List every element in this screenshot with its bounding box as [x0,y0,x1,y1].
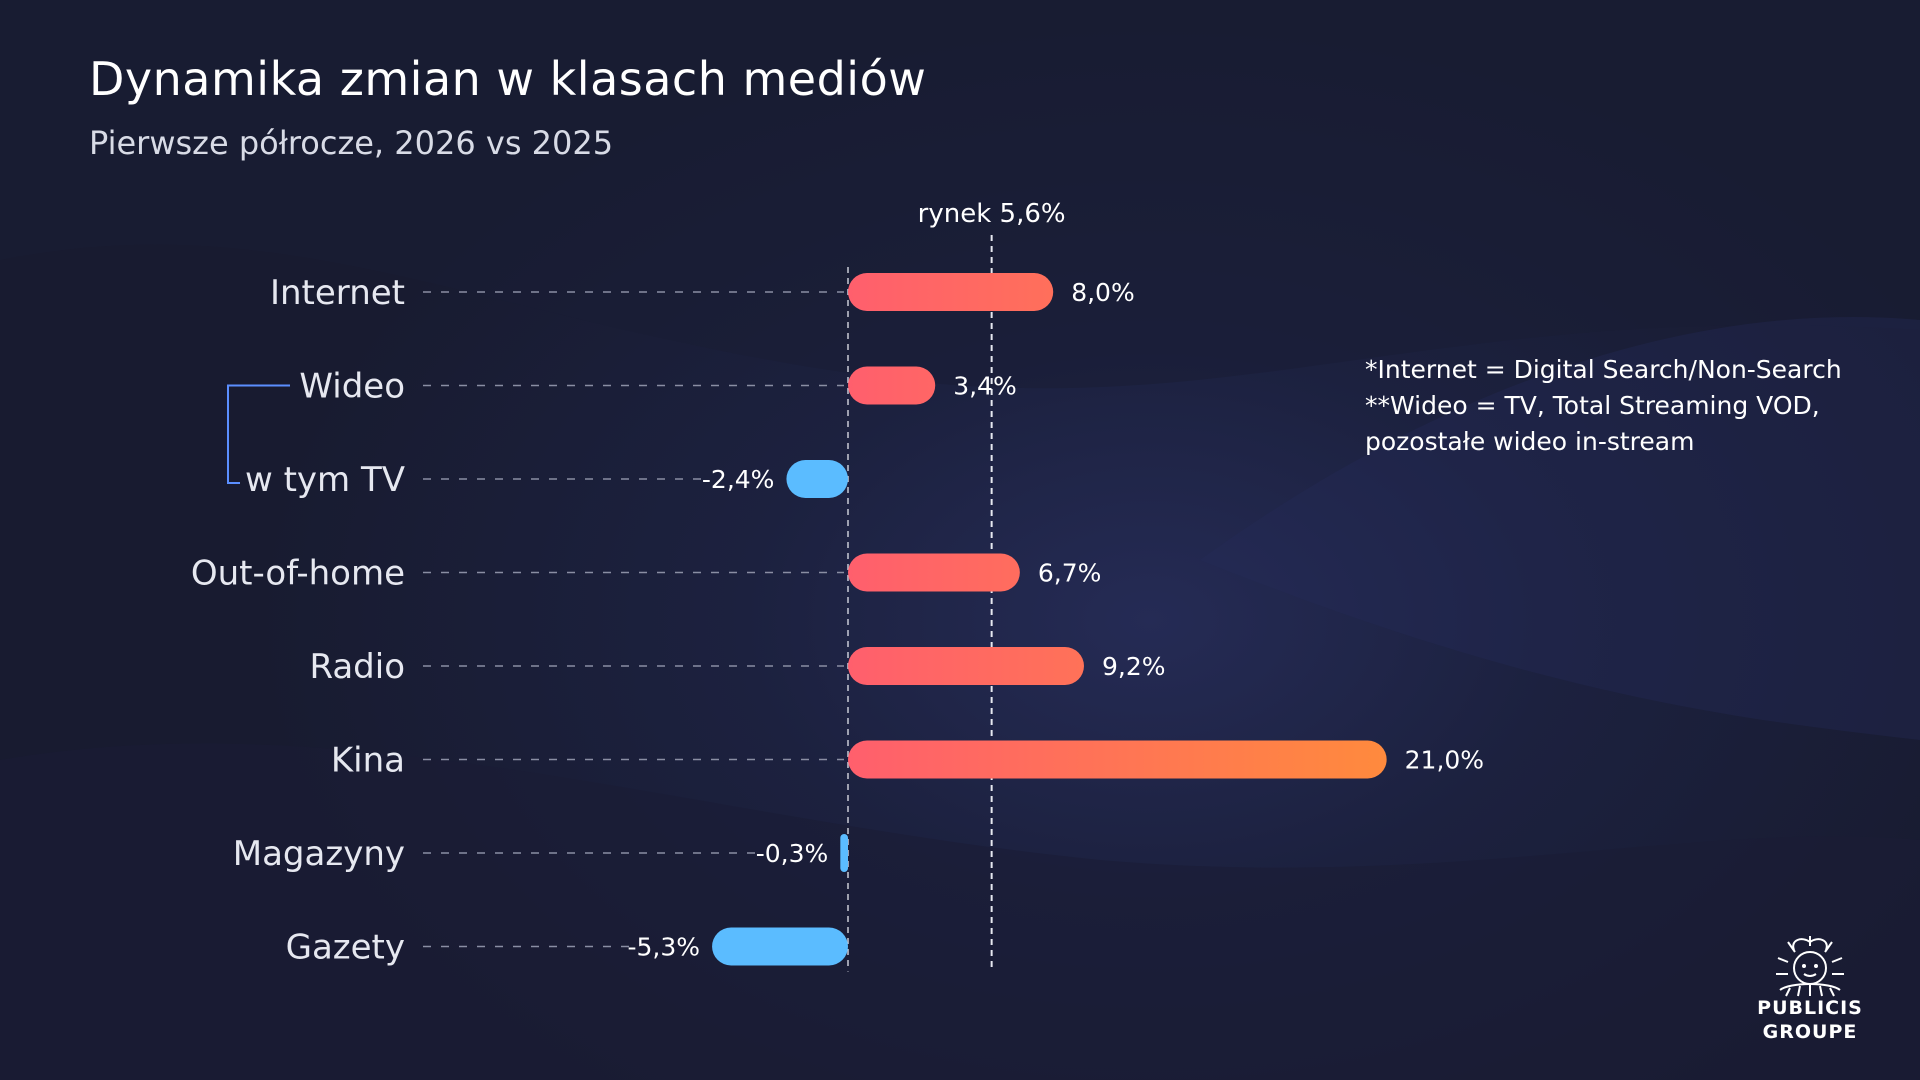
bar-kina [848,740,1387,779]
bar-internet [848,273,1054,311]
category-label: Kina [331,741,405,781]
bar-magazyny [840,834,848,872]
market-reference-label: rynek 5,6% [918,199,1066,229]
bar-w-tym-tv [786,460,848,498]
category-label: Out-of-home [191,554,405,594]
chart-subtitle: Pierwsze półrocze, 2026 vs 2025 [89,124,614,162]
category-label: Radio [309,647,405,687]
category-label: Magazyny [233,834,405,874]
footnote-wideo-cont: pozostałe wideo in-stream [1365,427,1695,456]
value-label: 21,0% [1405,746,1484,775]
footnote-internet: *Internet = Digital Search/Non-Search [1365,355,1842,384]
value-label: -0,3% [756,839,829,868]
group-bracket [227,384,290,484]
brand-line-1: PUBLICIS [1757,997,1863,1019]
category-label: Gazety [286,928,405,968]
category-label: w tym TV [245,460,405,500]
category-label: Wideo [299,367,405,407]
bar-out-of-home [848,553,1020,592]
footnotes: *Internet = Digital Search/Non-Search **… [1365,352,1905,460]
bar-wideo [848,366,936,405]
brand-line-2: GROUPE [1762,1021,1858,1043]
bar-radio [848,647,1084,685]
bar-gazety [712,927,848,966]
value-label: -2,4% [702,465,775,494]
brand-wordmark: PUBLICIS GROUPE [1748,996,1872,1044]
publicis-lion-logo-icon [1776,936,1844,997]
category-label: Internet [270,273,405,313]
footnote-wideo: **Wideo = TV, Total Streaming VOD, [1365,391,1820,420]
value-label: 3,4% [953,372,1017,401]
chart-title: Dynamika zmian w klasach mediów [89,52,927,106]
value-label: 9,2% [1102,652,1166,681]
value-label: 6,7% [1038,559,1102,588]
value-label: 8,0% [1071,278,1135,307]
value-label: -5,3% [628,933,701,962]
